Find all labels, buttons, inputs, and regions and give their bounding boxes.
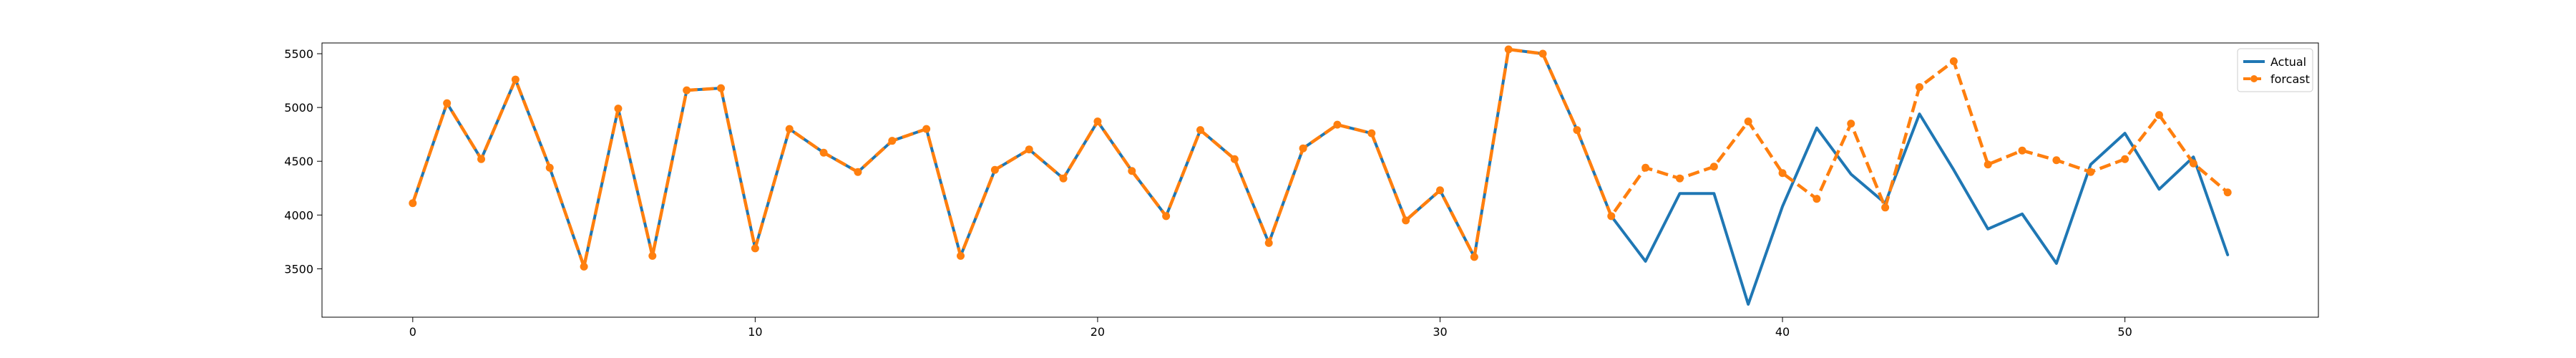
data-point <box>1128 167 1136 175</box>
legend: Actual forcast <box>2237 48 2313 92</box>
x-tick-label: 50 <box>2117 325 2132 339</box>
x-tick-label: 20 <box>1091 325 1105 339</box>
plot-frame <box>321 42 2319 318</box>
data-point <box>1059 174 1068 183</box>
axes-layer: 0 10 20 30 40 50 3500 4000 4500 5000 5500 <box>284 47 2132 339</box>
data-point <box>888 137 897 145</box>
data-point <box>1333 120 1342 129</box>
data-point <box>854 168 862 176</box>
series-1 <box>409 45 2232 271</box>
data-point <box>1915 83 1923 92</box>
data-point <box>1813 195 1821 203</box>
data-point <box>1881 203 1890 212</box>
data-point <box>2189 159 2197 168</box>
data-point <box>990 165 999 174</box>
legend-marker <box>2250 75 2258 82</box>
legend-label: Actual <box>2270 55 2306 69</box>
data-point <box>2155 111 2163 120</box>
data-point <box>580 262 588 271</box>
data-point <box>1538 49 1547 58</box>
data-point <box>922 125 931 133</box>
data-point <box>614 105 623 113</box>
data-point <box>1093 117 1102 126</box>
data-point <box>819 148 828 157</box>
data-point <box>717 84 726 92</box>
data-point <box>477 155 486 163</box>
data-point <box>785 125 794 133</box>
data-point <box>1470 253 1478 261</box>
data-point <box>1984 160 1992 169</box>
data-point <box>683 86 691 95</box>
data-point <box>957 251 965 260</box>
data-point <box>1162 212 1171 221</box>
data-point <box>2223 188 2232 197</box>
x-tick-label: 10 <box>748 325 762 339</box>
data-point <box>2121 155 2129 163</box>
y-tick-label: 5500 <box>284 47 313 61</box>
x-tick-label: 30 <box>1433 325 1447 339</box>
data-point <box>2087 168 2095 176</box>
data-point <box>1847 120 1855 128</box>
x-tick-label: 40 <box>1775 325 1790 339</box>
data-point <box>1196 126 1205 135</box>
data-point <box>511 75 519 84</box>
data-point <box>1607 212 1616 221</box>
data-point <box>1367 129 1376 137</box>
data-point <box>1264 238 1273 247</box>
data-point <box>2052 156 2061 165</box>
series-line <box>411 47 2229 268</box>
data-point <box>1025 145 1033 154</box>
data-point <box>1675 174 1684 183</box>
data-point <box>1402 216 1410 225</box>
data-point <box>1573 126 1581 135</box>
data-point <box>1709 163 1718 171</box>
data-point <box>409 199 417 208</box>
data-point <box>1299 144 1307 153</box>
data-point <box>1641 163 1650 172</box>
y-tick-label: 4000 <box>284 208 313 222</box>
legend-label: forcast <box>2270 72 2310 86</box>
data-point <box>648 251 657 260</box>
data-point <box>545 163 554 172</box>
data-point <box>1435 186 1444 195</box>
data-point <box>2018 146 2026 155</box>
y-tick-label: 5000 <box>284 101 313 115</box>
data-point <box>1949 57 1958 66</box>
y-tick-label: 4500 <box>284 155 313 168</box>
data-point <box>1504 45 1513 54</box>
data-point <box>1744 117 1752 126</box>
series-layer <box>409 45 2232 306</box>
x-tick-label: 0 <box>409 325 416 339</box>
data-point <box>1778 169 1787 178</box>
data-point <box>751 244 759 253</box>
data-point <box>443 99 452 107</box>
data-point <box>1230 155 1239 163</box>
y-tick-label: 3500 <box>284 262 313 276</box>
